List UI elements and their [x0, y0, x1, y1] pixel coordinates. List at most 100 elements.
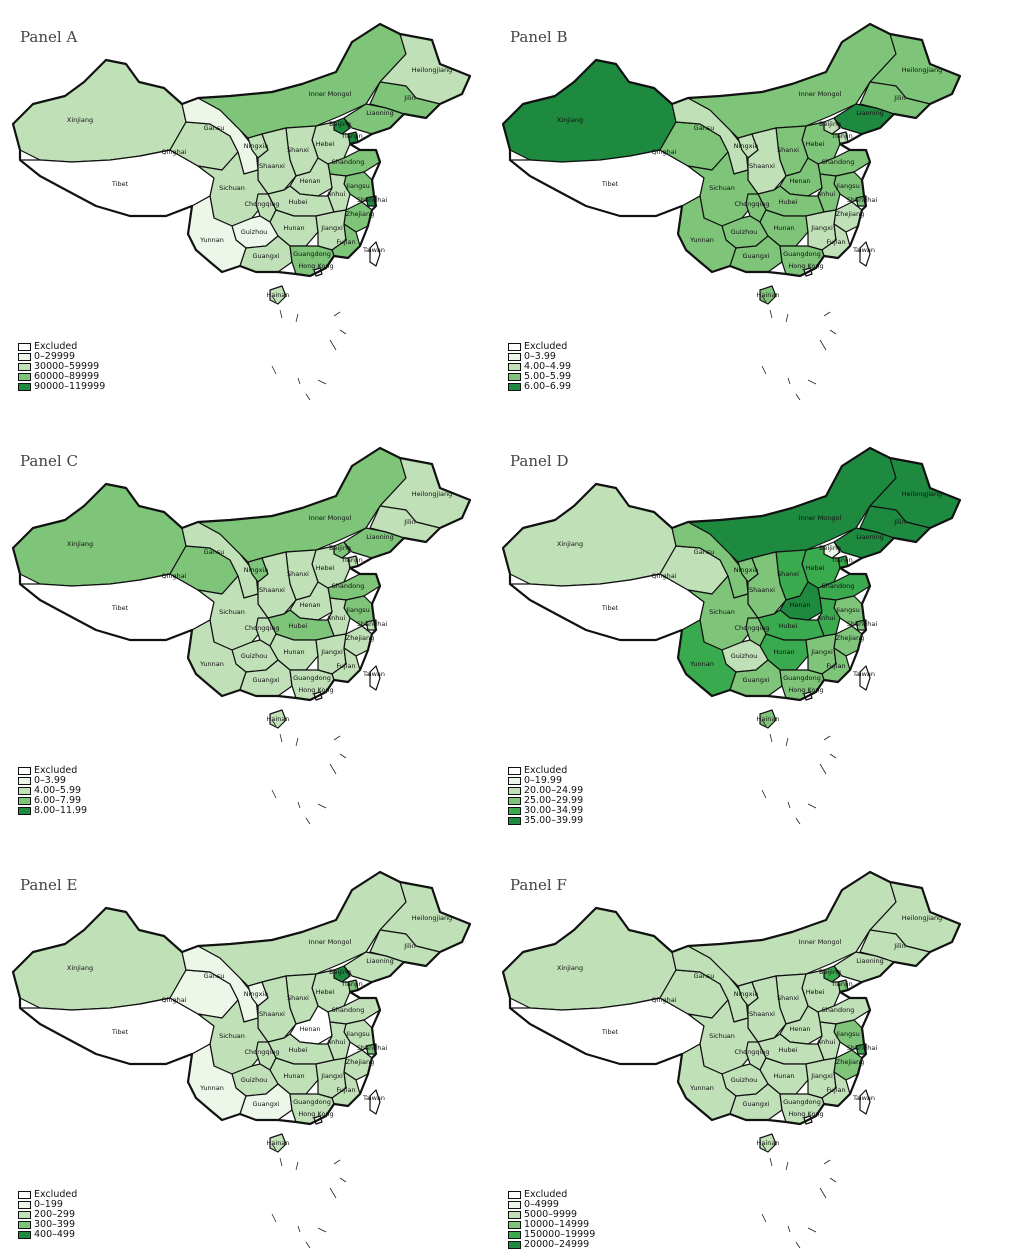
sea-island-mark — [823, 735, 831, 741]
province-xinjiang — [12, 483, 187, 587]
sea-island-mark — [819, 763, 827, 775]
sea-island-mark — [279, 1157, 283, 1167]
province-label: Tibet — [111, 180, 129, 188]
province-label: Zhejiang — [836, 634, 864, 642]
province-label: Xinjiang — [557, 964, 583, 972]
legend-entry: Excluded — [508, 342, 571, 352]
province-label: Henan — [299, 601, 320, 609]
province-label: Shandong — [332, 582, 365, 590]
legend-swatch — [508, 1191, 521, 1199]
province-label: Heilongjiang — [412, 914, 453, 922]
province-label: Jiangxi — [810, 648, 833, 656]
province-label: Hunan — [773, 224, 794, 232]
province-label: Henan — [789, 601, 810, 609]
province-label: Shanghai — [357, 1044, 388, 1052]
province-label: Hunan — [283, 1072, 304, 1080]
sea-island-mark — [807, 1227, 817, 1233]
province-label: Zhejiang — [346, 1058, 374, 1066]
province-label: Qinghai — [161, 572, 186, 580]
province-label: Shanxi — [287, 994, 309, 1002]
legend-label: 5000–9999 — [524, 1209, 578, 1220]
province-label: Hong Kong — [298, 1110, 333, 1118]
country-outline — [501, 446, 962, 702]
china-map: Xinjiang Tibet Qinghai Gansu Ningxia Inner Mo… — [501, 22, 962, 401]
province-label: Sichuan — [219, 608, 245, 616]
country-outline — [11, 22, 472, 278]
legend-swatch — [508, 767, 521, 775]
legend-swatch — [508, 787, 521, 795]
province-label: Qinghai — [651, 996, 676, 1004]
legend-swatch — [508, 1231, 521, 1239]
province-label: Sichuan — [709, 1032, 735, 1040]
sea-island-mark — [271, 719, 277, 727]
legend-swatch — [508, 1241, 521, 1249]
legend-label: 25.00–29.99 — [524, 795, 584, 806]
legend: Excluded 0–29999 30000–59999 60000–89999 900… — [18, 342, 105, 392]
legend-entry: 5000–9999 — [508, 1210, 595, 1220]
province-label: Shandong — [822, 582, 855, 590]
province-label: Jilin — [403, 94, 415, 102]
province-label: Shandong — [332, 158, 365, 166]
province-label: Hubei — [289, 198, 308, 206]
province-label: Anhui — [817, 1038, 836, 1046]
legend-label: 4.00–5.99 — [34, 785, 82, 796]
legend-swatch — [18, 383, 31, 391]
legend-entry: 25.00–29.99 — [508, 796, 583, 806]
province-label: Yunnan — [199, 236, 224, 244]
province-label: Inner Mongol — [799, 90, 842, 98]
legend-label: 0–199 — [34, 1199, 63, 1210]
province-xinjiang — [12, 907, 187, 1011]
province-label: Jilin — [893, 518, 905, 526]
province-label: Shandong — [332, 1006, 365, 1014]
legend-label: 4.00–4.99 — [524, 361, 572, 372]
sea-island-mark — [333, 735, 341, 741]
province-label: Taiwan — [362, 246, 385, 254]
legend-entry: Excluded — [508, 766, 583, 776]
province-label: Jiangsu — [345, 182, 369, 190]
legend-swatch — [508, 1221, 521, 1229]
legend-swatch — [508, 1201, 521, 1209]
province-label: Yunnan — [199, 1084, 224, 1092]
sea-island-mark — [305, 817, 311, 825]
sea-island-mark — [305, 1241, 311, 1249]
province-label: Jiangsu — [345, 606, 369, 614]
province-label: Hong Kong — [298, 262, 333, 270]
legend-swatch — [508, 343, 521, 351]
legend-entry: 60000–89999 — [18, 372, 105, 382]
province-label: Shandong — [822, 1006, 855, 1014]
province-label: Shaanxi — [259, 1010, 285, 1018]
province-label: Ningxia — [734, 990, 759, 998]
panel-title: Panel E — [20, 876, 78, 894]
province-label: Liaoning — [856, 109, 884, 117]
province-label: Shanxi — [777, 570, 799, 578]
legend-entry: 4.00–5.99 — [18, 786, 87, 796]
sea-island-mark — [785, 313, 789, 323]
province-xinjiang — [502, 907, 677, 1011]
legend-entry: 150000–19999 — [508, 1230, 595, 1240]
province-label: Ningxia — [734, 142, 759, 150]
province-label: Jiangsu — [835, 606, 859, 614]
sea-island-mark — [785, 737, 789, 747]
province-label: Gansu — [204, 972, 225, 980]
province-label: Fujian — [336, 662, 355, 670]
province-label: Beijing — [329, 120, 351, 128]
province-label: Xinjiang — [557, 116, 583, 124]
province-label: Zhejiang — [346, 210, 374, 218]
province-taiwan — [859, 665, 871, 691]
province-label: Guizhou — [241, 228, 268, 236]
province-label: Hong Kong — [788, 1110, 823, 1118]
legend-label: Excluded — [34, 765, 78, 776]
province-label: Jilin — [893, 94, 905, 102]
country-outline — [501, 22, 962, 278]
sea-island-mark — [795, 1241, 801, 1249]
province-label: Shaanxi — [749, 586, 775, 594]
legend-entry: 0–19.99 — [508, 776, 583, 786]
sea-island-mark — [271, 789, 277, 799]
province-label: Shaanxi — [259, 162, 285, 170]
legend-label: 200–299 — [34, 1209, 76, 1220]
province-label: Tianjin — [340, 556, 362, 564]
province-label: Hong Kong — [788, 262, 823, 270]
sea-island-mark — [297, 377, 301, 385]
province-label: Taiwan — [852, 246, 875, 254]
legend-entry: 6.00–6.99 — [508, 382, 571, 392]
